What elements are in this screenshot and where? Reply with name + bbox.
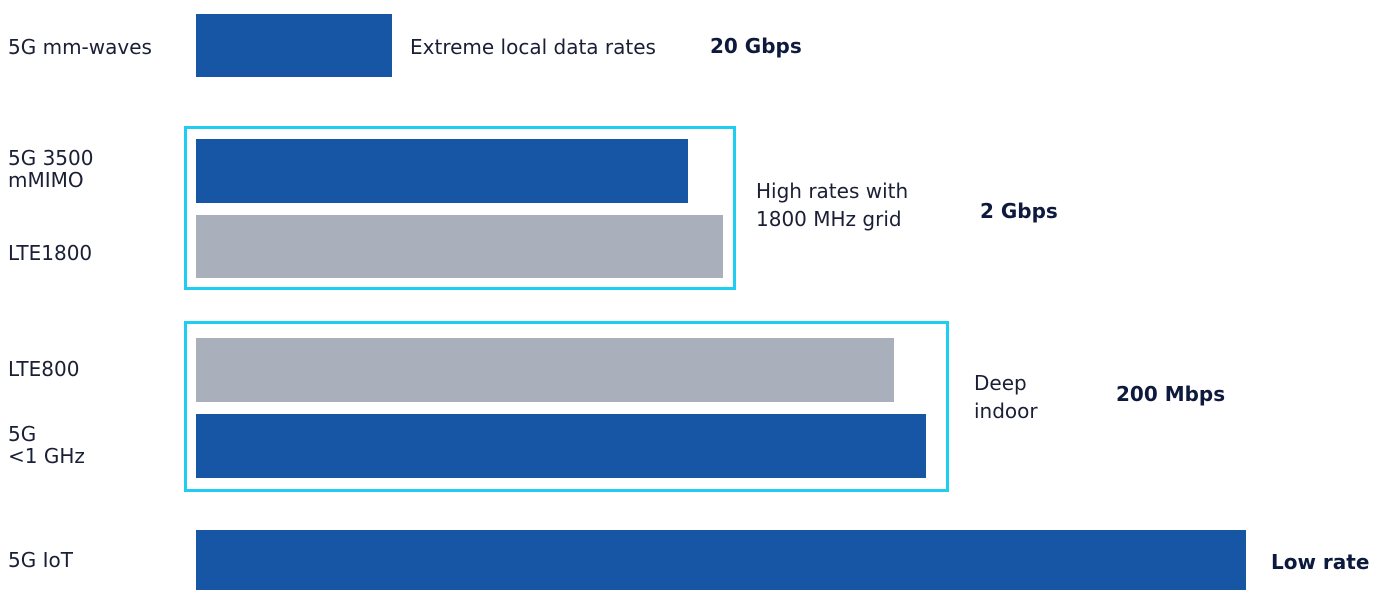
label-lte800: LTE800 [8,357,80,381]
label-5g-3500-mmimo: 5G 3500 mMIMO [8,146,94,192]
rate-2-gbps: 2 Gbps [980,199,1058,223]
bar-5g-iot [196,530,1246,590]
rate-20-gbps: 20 Gbps [710,34,802,58]
bar-5g-sub-1ghz [196,414,926,478]
desc-extreme-local-data-rates: Extreme local data rates [410,35,656,59]
label-5g-mm-waves: 5G mm-waves [8,35,152,59]
desc-high-rates-1800-grid: High rates with 1800 MHz grid [756,179,909,231]
label-5g-iot: 5G IoT [8,548,73,572]
frame-low-band [184,321,949,492]
desc-deep-indoor: Deep indoor [974,371,1038,423]
label-5g-sub-1ghz: 5G <1 GHz [8,422,85,468]
bar-lte800 [196,338,894,402]
bar-5g-3500-mmimo [196,139,688,203]
frame-mid-band [184,126,736,290]
label-lte1800: LTE1800 [8,241,93,265]
bar-lte1800 [196,215,723,278]
rate-low-rate: Low rate [1271,550,1370,574]
rate-200-mbps: 200 Mbps [1116,382,1226,406]
bar-5g-mm-waves [196,14,392,77]
